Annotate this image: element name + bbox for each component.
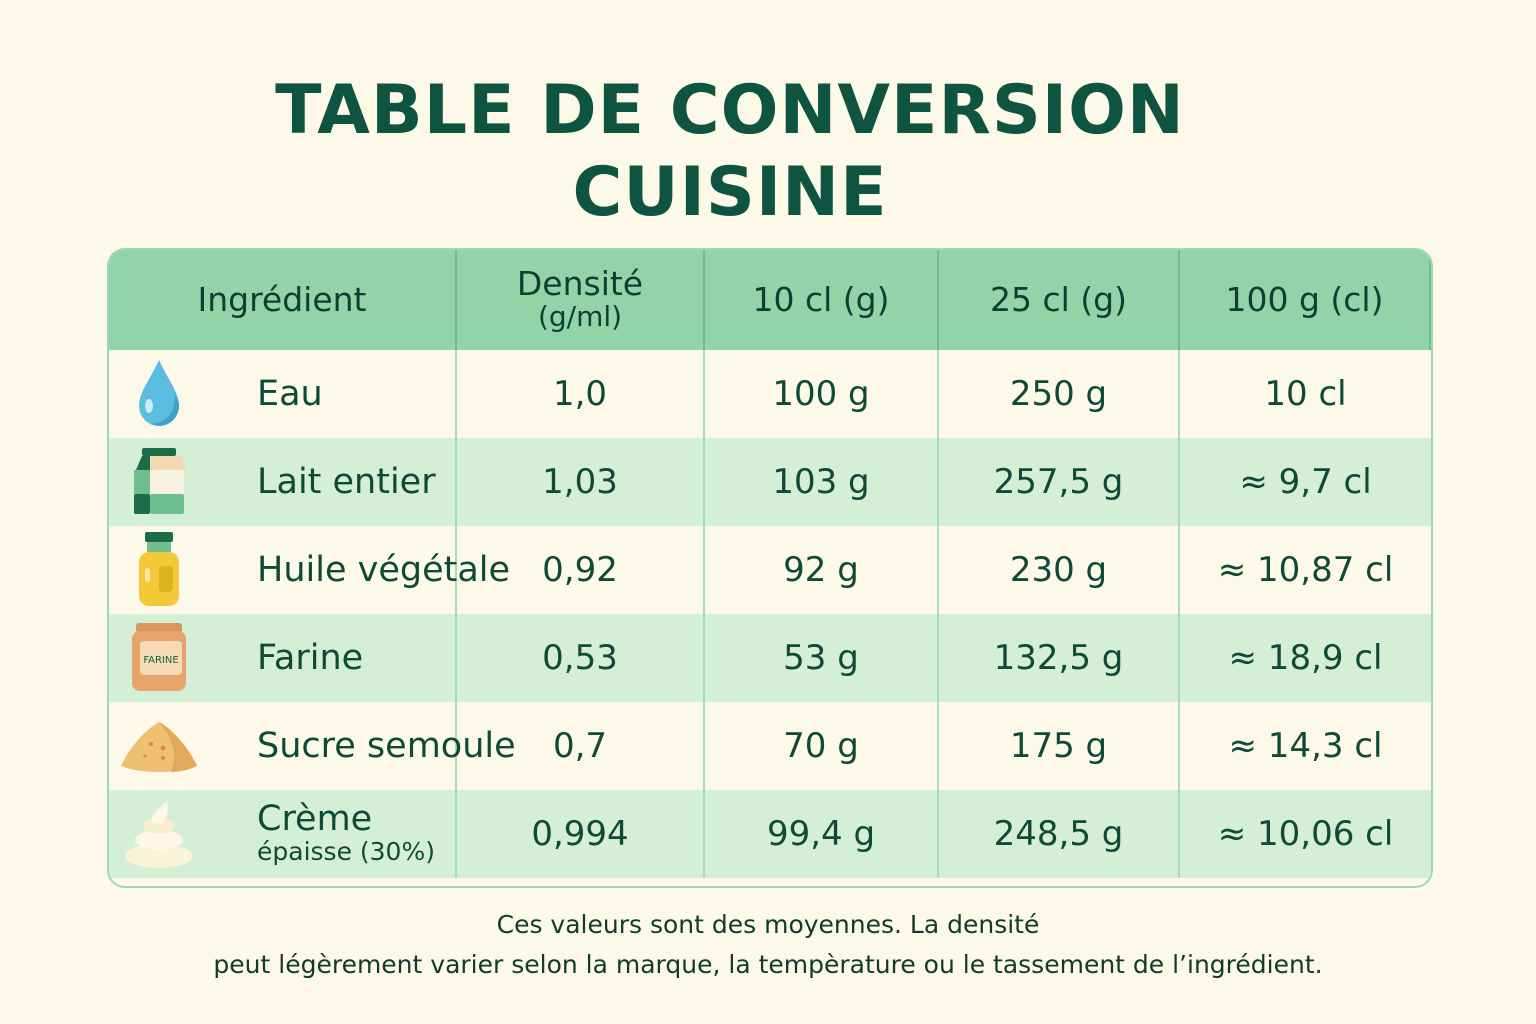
ingredient-name: Farine	[257, 638, 364, 678]
density-value: 1,03	[457, 438, 705, 526]
header-label: 10 cl (g)	[752, 280, 890, 319]
table-row-ingredient: Crème épaisse (30%)	[109, 790, 457, 878]
header-density: Densité (g/ml)	[457, 250, 705, 350]
grams-25cl-value: 175 g	[939, 702, 1180, 790]
conversion-table: Ingrédient Densité (g/ml) 10 cl (g) 25 cl…	[107, 248, 1433, 888]
grams-10cl-value: 92 g	[705, 526, 939, 614]
cl-100g-value: ≈ 9,7 cl	[1180, 438, 1431, 526]
density-value: 1,0	[457, 350, 705, 438]
header-ingredient: Ingrédient	[109, 250, 457, 350]
header-label: 100 g (cl)	[1225, 280, 1384, 319]
page-title: TABLE DE CONVERSION CUISINE	[0, 70, 1460, 234]
water-drop-icon	[119, 354, 199, 434]
whipped-cream-icon	[119, 794, 199, 874]
table-row-ingredient: Sucre semoule	[109, 702, 516, 790]
title-line-2: CUISINE	[572, 153, 888, 232]
cl-100g-value: ≈ 10,06 cl	[1180, 790, 1431, 878]
density-value: 0,994	[457, 790, 705, 878]
grams-10cl-value: 99,4 g	[705, 790, 939, 878]
ingredient-name: Eau	[257, 374, 323, 414]
milk-carton-icon	[119, 442, 199, 522]
cl-100g-value: 10 cl	[1180, 350, 1431, 438]
table-row-ingredient: Huile végétale	[109, 526, 510, 614]
header-sublabel: (g/ml)	[537, 300, 623, 333]
density-value: 0,92	[457, 526, 705, 614]
cl-100g-value: ≈ 10,87 cl	[1180, 526, 1431, 614]
density-value: 0,53	[457, 614, 705, 702]
ingredient-name: Sucre semoule	[257, 726, 516, 766]
grams-25cl-value: 230 g	[939, 526, 1180, 614]
grams-10cl-value: 103 g	[705, 438, 939, 526]
svg-text:FARINE: FARINE	[143, 655, 178, 666]
sugar-pile-icon	[119, 706, 199, 786]
grams-25cl-value: 248,5 g	[939, 790, 1180, 878]
grams-10cl-value: 53 g	[705, 614, 939, 702]
grams-10cl-value: 100 g	[705, 350, 939, 438]
table-row-ingredient: Lait entier	[109, 438, 457, 526]
density-value: 0,7	[457, 702, 705, 790]
footnote-line-1: Ces valeurs sont des moyennes. La densit…	[496, 910, 1040, 939]
footnote: Ces valeurs sont des moyennes. La densit…	[0, 905, 1536, 985]
oil-bottle-icon	[119, 530, 199, 610]
grams-25cl-value: 257,5 g	[939, 438, 1180, 526]
ingredient-subname: épaisse (30%)	[257, 837, 435, 866]
header-25cl: 25 cl (g)	[939, 250, 1180, 350]
header-10cl: 10 cl (g)	[705, 250, 939, 350]
grams-25cl-value: 132,5 g	[939, 614, 1180, 702]
title-line-1: TABLE DE CONVERSION	[275, 71, 1185, 150]
footnote-line-2: peut légèrement varier selon la marque, …	[213, 950, 1323, 979]
ingredient-name: Crème	[257, 799, 373, 839]
header-label: Ingrédient	[197, 280, 367, 319]
header-label: 25 cl (g)	[990, 280, 1127, 319]
ingredient-name: Huile végétale	[257, 550, 511, 590]
grams-10cl-value: 70 g	[705, 702, 939, 790]
cl-100g-value: ≈ 18,9 cl	[1180, 614, 1431, 702]
grams-25cl-value: 250 g	[939, 350, 1180, 438]
header-100g: 100 g (cl)	[1180, 250, 1431, 350]
table-row-ingredient: FARINE Farine	[109, 614, 457, 702]
flour-jar-icon: FARINE	[119, 618, 199, 698]
table-row-ingredient: Eau	[109, 350, 457, 438]
header-label: Densité	[516, 264, 644, 303]
cl-100g-value: ≈ 14,3 cl	[1180, 702, 1431, 790]
ingredient-name: Lait entier	[257, 462, 436, 502]
